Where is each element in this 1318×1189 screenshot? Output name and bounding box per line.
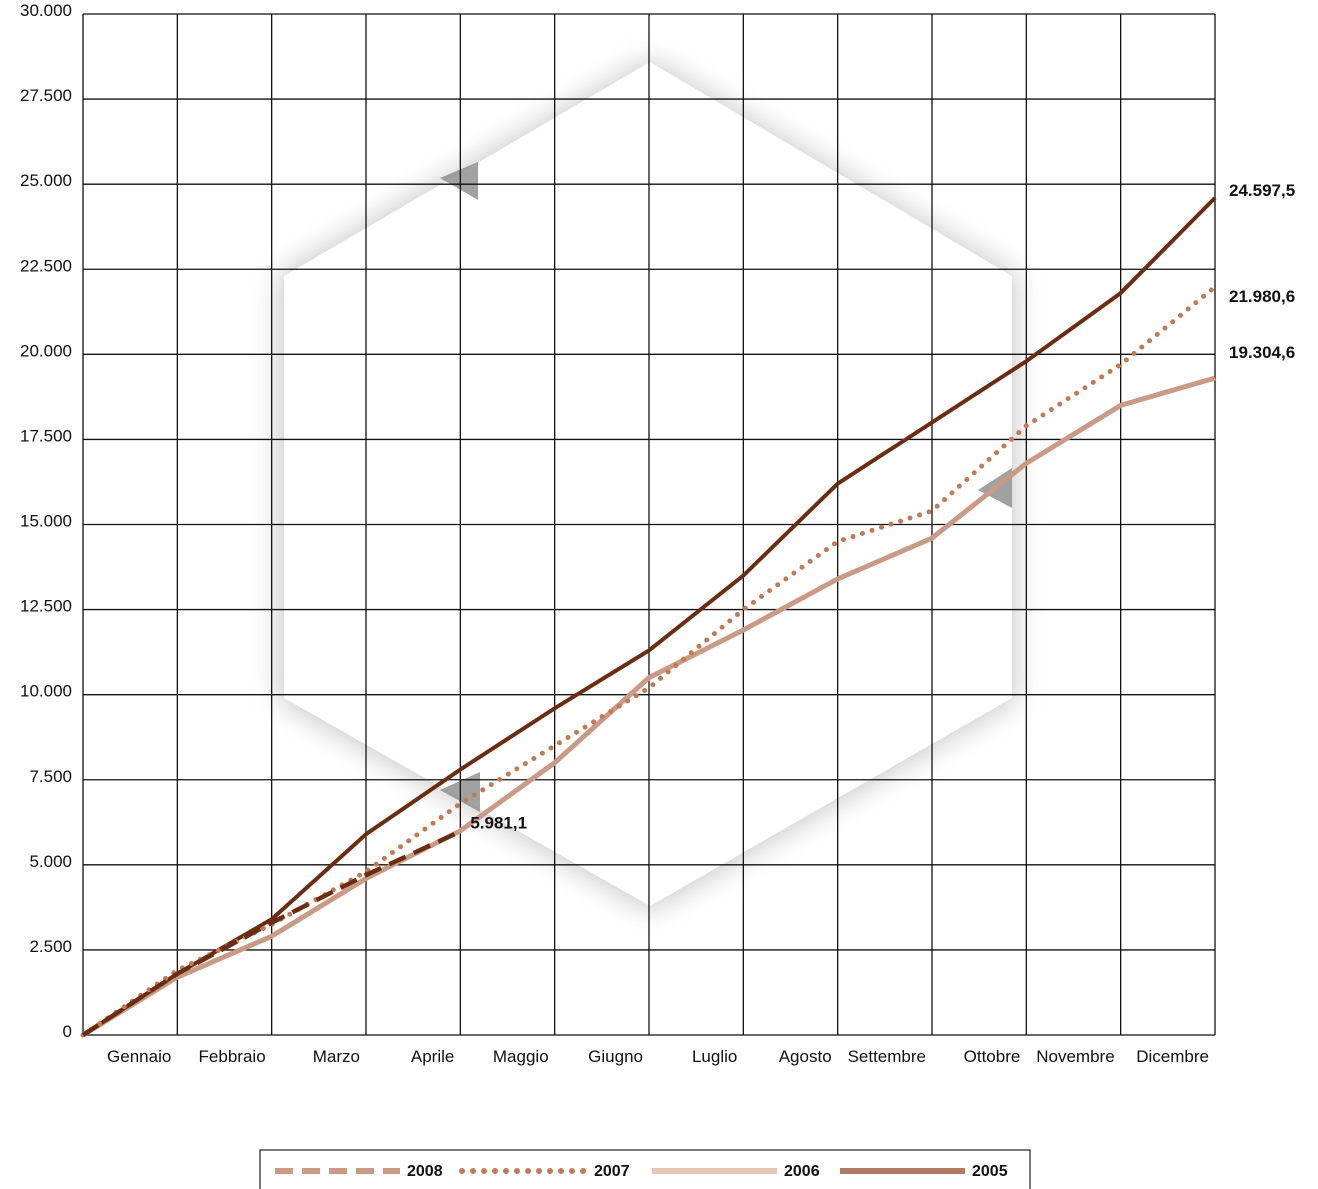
x-tick-label: Gennaio [107,1047,171,1066]
end-label-2007: 21.980,6 [1229,287,1295,306]
legend-label-2008: 2008 [407,1163,443,1180]
y-axis-ticks: 0 2.500 5.000 7.500 10.000 12.500 15.000 17.500… [20,1,72,1041]
watermark-hexagon [280,60,1015,910]
y-tick-label: 30.000 [20,1,72,20]
series-line-2008 [81,829,462,1037]
x-tick-label: Luglio [692,1047,737,1066]
legend: 2008 2007 2006 2005 [259,1149,1031,1189]
watermark-notch-top [440,162,478,200]
legend-label-2005: 2005 [972,1163,1008,1180]
chart-grid [82,13,1216,1036]
x-tick-label: Settembre [848,1047,926,1066]
y-tick-label: 2.500 [29,937,72,956]
y-tick-label: 22.500 [20,256,72,275]
end-label-2006: 19.304,6 [1229,343,1295,362]
x-tick-label: Ottobre [964,1047,1021,1066]
y-tick-label: 5.000 [29,852,72,871]
x-tick-label: Giugno [588,1047,643,1066]
x-tick-label: Agosto [779,1047,832,1066]
y-tick-label: 12.500 [20,597,72,616]
x-tick-label: Dicembre [1136,1047,1209,1066]
y-tick-label: 0 [63,1022,72,1041]
y-tick-label: 20.000 [20,341,72,360]
x-tick-label: Maggio [493,1047,549,1066]
legend-label-2006: 2006 [784,1163,820,1180]
series-end-labels: 5.981,1 21.980,6 19.304,6 24.597,5 [470,181,1295,833]
x-tick-label: Marzo [313,1047,360,1066]
y-tick-label: 10.000 [20,682,72,701]
y-tick-label: 15.000 [20,512,72,531]
x-tick-label: Novembre [1036,1047,1114,1066]
y-tick-label: 7.500 [29,767,72,786]
y-tick-label: 25.000 [20,171,72,190]
y-tick-label: 17.500 [20,426,72,445]
x-tick-label: Aprile [411,1047,454,1066]
end-label-2008: 5.981,1 [470,813,527,832]
end-label-2005: 24.597,5 [1229,181,1295,200]
chart-series [80,196,1218,1038]
series-line-2005 [81,196,1217,1037]
x-axis-ticks: Gennaio Febbraio Marzo Aprile Maggio Giugno Lu… [107,1047,1209,1066]
y-tick-label: 27.500 [20,86,72,105]
legend-label-2007: 2007 [594,1163,630,1180]
x-tick-label: Febbraio [199,1047,266,1066]
series-line-2006 [81,375,1216,1038]
